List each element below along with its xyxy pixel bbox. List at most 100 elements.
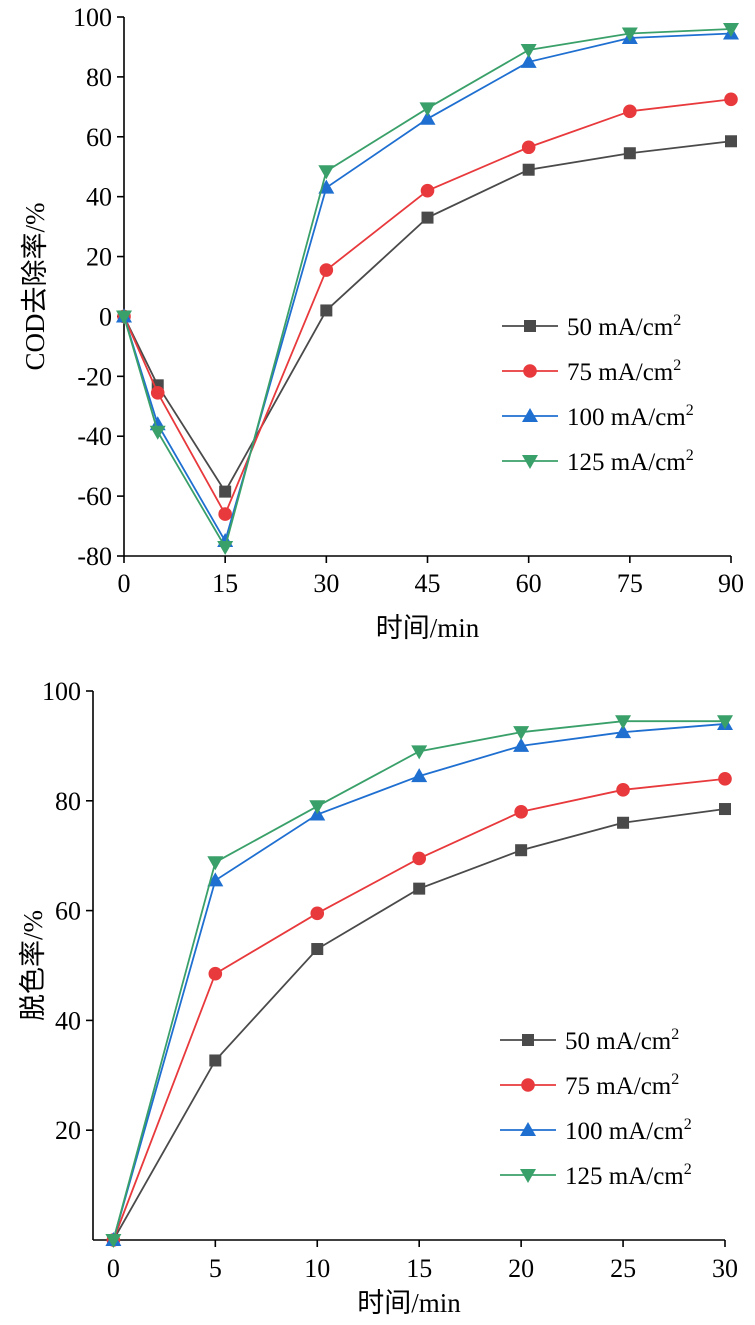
data-point <box>724 92 738 107</box>
x-tick-label: 30 <box>712 1254 738 1283</box>
legend-marker <box>520 1169 536 1183</box>
x-tick-label: 15 <box>406 1254 432 1283</box>
legend-label-superscript: 2 <box>673 312 681 329</box>
y-tick-label: 20 <box>86 243 112 272</box>
data-point <box>717 715 733 730</box>
data-point <box>617 816 630 829</box>
legend: 50 mA/cm2 75 mA/cm2 100 mA/cm2 125 mA/cm2 <box>500 1026 692 1190</box>
legend-item: 75 mA/cm2 <box>502 357 681 386</box>
y-tick-label: 80 <box>55 787 81 816</box>
data-point <box>419 110 436 125</box>
y-axis-title: COD去除率/% <box>20 203 50 371</box>
data-point <box>723 22 739 37</box>
legend-label: 75 mA/cm2 <box>567 357 681 386</box>
x-tick-label: 75 <box>617 569 643 598</box>
data-point <box>419 102 436 117</box>
data-point <box>623 104 637 119</box>
data-point <box>150 386 165 400</box>
x-tick-label: 15 <box>212 569 238 598</box>
y-tick-label: 40 <box>86 183 112 212</box>
data-point <box>209 1054 222 1067</box>
legend-marker <box>522 455 538 469</box>
series-line <box>123 98 732 517</box>
x-tick-label: 60 <box>516 569 542 598</box>
y-tick-label: 60 <box>86 123 112 152</box>
legend-label-superscript: 2 <box>684 1161 692 1178</box>
data-point <box>521 140 536 155</box>
data-point <box>311 943 324 956</box>
y-tick-label: -80 <box>77 542 112 571</box>
data-point <box>719 803 731 816</box>
data-point <box>515 844 528 857</box>
series-line <box>123 32 732 544</box>
data-point <box>615 724 632 739</box>
legend-label: 75 mA/cm2 <box>565 1071 679 1100</box>
legend-label: 50 mA/cm2 <box>567 312 681 341</box>
chart-decolorization: 0 5 10 15 20 25 30 20 40 60 80 100 时间/min 脱色率/% 50 mA/… <box>18 677 738 1318</box>
data-point <box>513 737 530 752</box>
legend-label: 50 mA/cm2 <box>565 1026 679 1055</box>
y-axis-title: 脱色率/% <box>18 910 48 1021</box>
data-point <box>208 966 223 981</box>
data-point <box>520 43 537 58</box>
legend-marker <box>521 1078 535 1092</box>
legend-item: 75 mA/cm2 <box>500 1071 679 1100</box>
y-tick-label: 0 <box>99 302 112 331</box>
legend-marker <box>522 1034 534 1046</box>
series-1 <box>117 92 738 521</box>
legend-marker <box>522 408 538 422</box>
chart-cod-removal: 0 15 30 45 60 75 90 -80 -60 -40 -20 0 20 40 60 80 100 时间/… <box>20 3 744 643</box>
x-axis-title: 时间/min <box>376 613 480 643</box>
legend-item: 125 mA/cm2 <box>502 447 694 476</box>
data-point <box>513 726 530 741</box>
x-tick-label: 25 <box>610 1254 636 1283</box>
legend-label: 100 mA/cm2 <box>565 1116 692 1145</box>
data-point <box>615 715 632 730</box>
data-point <box>217 541 234 556</box>
y-tick-label: 100 <box>73 3 112 32</box>
y-tick-label: -60 <box>77 482 112 511</box>
y-tick-label: -20 <box>77 362 112 391</box>
legend-marker <box>523 364 537 378</box>
y-tick-label: 20 <box>55 1116 81 1145</box>
x-tick-label: 0 <box>118 569 131 598</box>
legend-label: 125 mA/cm2 <box>565 1161 692 1190</box>
data-point <box>412 851 426 866</box>
y-tick-label: 80 <box>86 63 112 92</box>
legend-item: 50 mA/cm2 <box>502 312 681 341</box>
series-0 <box>107 803 731 1246</box>
x-tick-label: 10 <box>304 1254 330 1283</box>
data-point <box>207 856 224 871</box>
data-point <box>616 783 630 797</box>
data-point <box>318 165 335 180</box>
legend-item: 100 mA/cm2 <box>500 1116 692 1145</box>
data-point <box>218 507 232 521</box>
series-3 <box>116 22 739 556</box>
x-tick-label: 30 <box>313 569 339 598</box>
legend-label-superscript: 2 <box>673 357 681 374</box>
series-3 <box>105 715 733 1248</box>
legend-item: 50 mA/cm2 <box>500 1026 679 1055</box>
legend-item: 100 mA/cm2 <box>502 402 694 431</box>
data-point <box>310 906 325 921</box>
data-point <box>411 745 428 760</box>
x-tick-label: 0 <box>107 1254 120 1283</box>
data-point <box>514 804 528 819</box>
data-point <box>411 768 428 783</box>
data-point <box>718 772 732 786</box>
legend-label-superscript: 2 <box>671 1071 679 1088</box>
data-point <box>623 147 636 160</box>
data-point <box>421 211 434 224</box>
data-point <box>319 263 334 277</box>
legend-label-superscript: 2 <box>686 447 694 464</box>
data-point <box>621 27 638 42</box>
data-point <box>320 304 333 317</box>
data-point <box>522 163 535 176</box>
data-point <box>219 485 232 498</box>
y-tick-label: -40 <box>77 422 112 451</box>
x-tick-label: 45 <box>415 569 441 598</box>
legend-marker <box>524 320 536 332</box>
data-point <box>116 310 132 325</box>
legend-label: 125 mA/cm2 <box>567 447 694 476</box>
series-line <box>123 28 732 550</box>
